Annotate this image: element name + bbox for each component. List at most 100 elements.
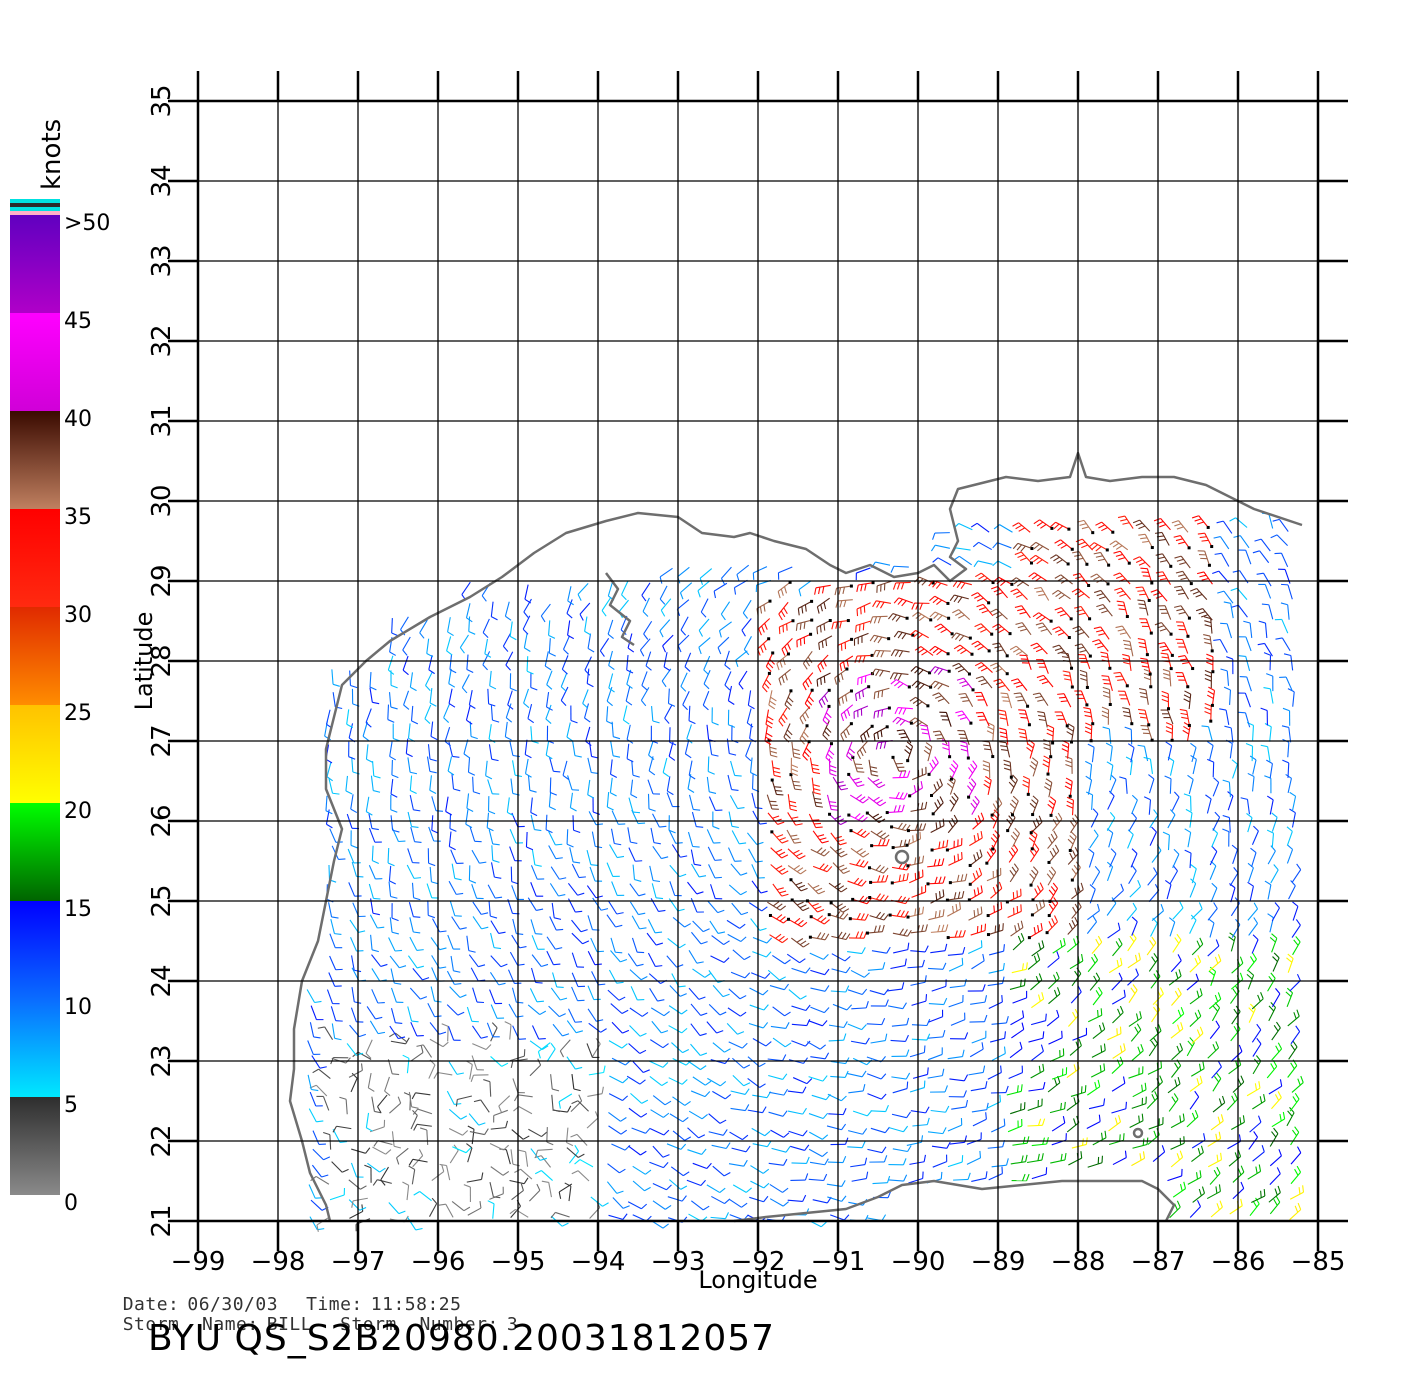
wind-barb	[1286, 844, 1294, 864]
wind-barb	[627, 633, 635, 653]
wind-barb	[1014, 605, 1031, 619]
wind-barb	[606, 792, 614, 811]
wind-barb	[1094, 589, 1111, 603]
wind-barb	[1035, 622, 1053, 636]
wind-barb	[887, 982, 905, 992]
wind-barb	[1137, 638, 1149, 657]
wind-barb	[448, 688, 456, 708]
wind-barb	[767, 969, 786, 981]
wind-barb	[552, 1023, 570, 1037]
wind-barb	[893, 597, 914, 607]
wind-barb	[688, 760, 696, 780]
wind-barb	[799, 724, 809, 745]
wind-barb	[727, 709, 736, 728]
wind-barb	[986, 722, 995, 741]
wind-barb	[408, 1158, 428, 1166]
wind-barb	[627, 827, 638, 844]
wind-barb	[1246, 1081, 1261, 1097]
wind-barb	[1168, 917, 1176, 937]
wind-barb	[1266, 829, 1275, 849]
wind-barb	[970, 995, 988, 1005]
wind-barb	[523, 633, 531, 652]
wind-barb	[968, 940, 983, 955]
wind-barb	[1147, 867, 1158, 886]
wind-barb	[309, 1084, 328, 1097]
wind-barb	[1007, 1118, 1023, 1133]
wind-barb	[816, 597, 830, 614]
wind-barb	[491, 845, 500, 863]
wind-barb	[1167, 1168, 1183, 1182]
wind-barb	[927, 858, 945, 868]
wind-barb	[439, 1163, 451, 1181]
wind-barb	[1052, 937, 1066, 954]
wind-barb	[941, 739, 952, 759]
wind-barb	[1190, 742, 1197, 763]
wind-barb	[346, 709, 354, 729]
wind-barb	[911, 602, 930, 610]
wind-barb	[377, 1094, 388, 1113]
wind-barb	[577, 582, 589, 601]
wind-barb	[574, 1159, 594, 1168]
wind-barb	[1029, 795, 1039, 817]
wind-barb	[809, 1158, 829, 1166]
wind-barb	[949, 792, 959, 812]
wind-barb	[1249, 1197, 1260, 1217]
wind-barb	[584, 616, 591, 636]
wind-barb	[1189, 988, 1203, 1005]
wind-barb	[592, 897, 609, 911]
wind-barb	[587, 633, 595, 653]
wind-barb	[527, 703, 535, 724]
wind-barb	[1252, 1145, 1265, 1162]
wind-barb	[611, 721, 621, 740]
wind-barb	[1280, 602, 1290, 620]
wind-barb	[588, 1065, 606, 1076]
wind-barb	[409, 987, 428, 1000]
wind-barb	[468, 690, 476, 709]
wind-barb	[534, 1170, 553, 1181]
wind-barb	[867, 962, 886, 971]
wind-barb	[1231, 844, 1238, 864]
wind-barb	[662, 634, 674, 653]
wind-barb	[752, 1140, 772, 1148]
wind-barb	[632, 1061, 650, 1073]
wind-barb	[409, 936, 424, 951]
wind-barb	[990, 1085, 1009, 1094]
colorbar-segment	[10, 1097, 60, 1195]
wind-barb	[1222, 828, 1230, 847]
wind-barb	[912, 1067, 929, 1079]
wind-barb	[953, 1172, 971, 1181]
wind-barb	[804, 688, 815, 710]
wind-barb	[811, 777, 821, 795]
wind-barb	[632, 1165, 652, 1175]
wind-barb	[1049, 521, 1071, 532]
wind-barb	[1131, 1151, 1146, 1167]
wind-barb	[452, 1146, 472, 1154]
grid-lines	[196, 99, 1320, 1223]
wind-barb	[1208, 966, 1217, 986]
wind-barb	[587, 757, 599, 774]
island	[1132, 1127, 1144, 1139]
wind-barb	[1135, 586, 1151, 602]
wind-barb	[1184, 849, 1192, 869]
wind-barb	[571, 972, 586, 988]
wind-barb	[1022, 775, 1031, 796]
wind-barb	[639, 638, 651, 657]
wind-barb	[330, 918, 342, 935]
wind-barb	[873, 687, 890, 700]
wind-barb	[875, 739, 893, 750]
wind-barb	[410, 827, 422, 843]
wind-barb	[488, 829, 500, 846]
wind-barb	[973, 560, 993, 568]
wind-barb	[307, 1074, 319, 1092]
wind-barb	[528, 1183, 541, 1202]
wind-barb	[1051, 1067, 1068, 1080]
wind-barb	[971, 1102, 989, 1113]
wind-barb	[752, 951, 772, 958]
wind-barb	[848, 1083, 866, 1094]
wind-barb	[1065, 755, 1073, 774]
wind-barb	[866, 1073, 887, 1080]
wind-barb	[669, 881, 682, 897]
wind-barb	[606, 706, 614, 725]
wind-barb	[990, 797, 1003, 817]
wind-barb	[610, 828, 622, 846]
